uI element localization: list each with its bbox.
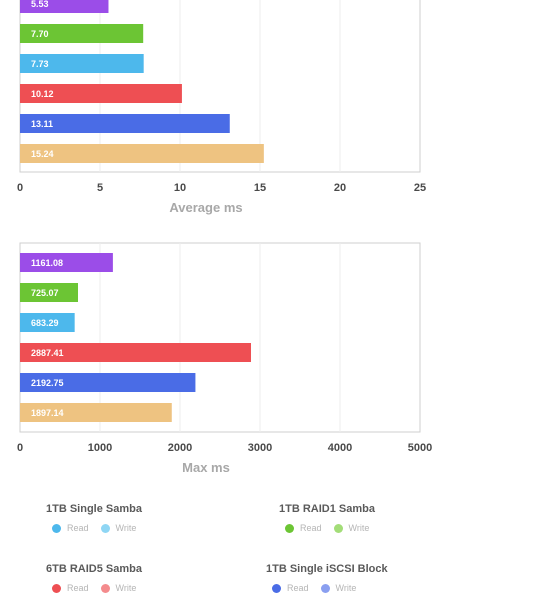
bar-value-label: 2887.41	[31, 348, 64, 358]
bar-value-label: 13.11	[31, 119, 53, 129]
bar	[20, 114, 230, 133]
chart-panel-2: 0 1000 2000 3000 4000 5000 Max ms 1161.08 725.07…	[17, 242, 432, 475]
bar	[20, 144, 264, 163]
x-tick-label: 15	[254, 182, 266, 194]
bar-value-label: 683.29	[31, 318, 59, 328]
x-tick-label: 2000	[168, 442, 192, 454]
bar-value-label: 10.12	[31, 89, 54, 99]
bar-value-label: 7.73	[31, 59, 49, 69]
x-tick-label: 0	[17, 442, 23, 454]
bar-value-label: 1897.14	[31, 408, 64, 418]
bar-value-label: 725.07	[31, 288, 59, 298]
x-tick-label: 10	[174, 182, 186, 194]
bar	[20, 253, 113, 272]
x-tick-label: 0	[17, 182, 23, 194]
x-tick-label: 1000	[88, 442, 112, 454]
bar-value-label: 5.53	[31, 0, 49, 9]
plot-frame	[19, 242, 421, 433]
x-tick-label: 3000	[248, 442, 272, 454]
x-tick-label: 25	[414, 182, 426, 194]
plot-frame	[19, 0, 421, 173]
bar-value-label: 2192.75	[31, 378, 64, 388]
x-tick-label: 4000	[328, 442, 352, 454]
bar-value-label: 7.70	[31, 29, 49, 39]
bar	[20, 54, 144, 73]
bar	[20, 0, 109, 13]
x-axis-label: Average ms	[169, 200, 242, 215]
x-tick-label: 5	[97, 182, 103, 194]
x-tick-label: 20	[334, 182, 346, 194]
bar-value-label: 1161.08	[31, 258, 63, 268]
bar	[20, 343, 251, 362]
x-tick-label: 5000	[408, 442, 432, 454]
bar	[20, 403, 172, 422]
bar	[20, 373, 196, 392]
bar	[20, 84, 182, 103]
bar	[20, 24, 144, 43]
bar	[20, 283, 79, 302]
chart-panel-1: 0 5 10 15 20 25 Average ms 5.53 7.70 7.73 10.12 13.…	[17, 0, 426, 215]
bar	[20, 313, 75, 332]
x-axis-label: Max ms	[182, 460, 230, 475]
bar-value-label: 15.24	[31, 149, 54, 159]
